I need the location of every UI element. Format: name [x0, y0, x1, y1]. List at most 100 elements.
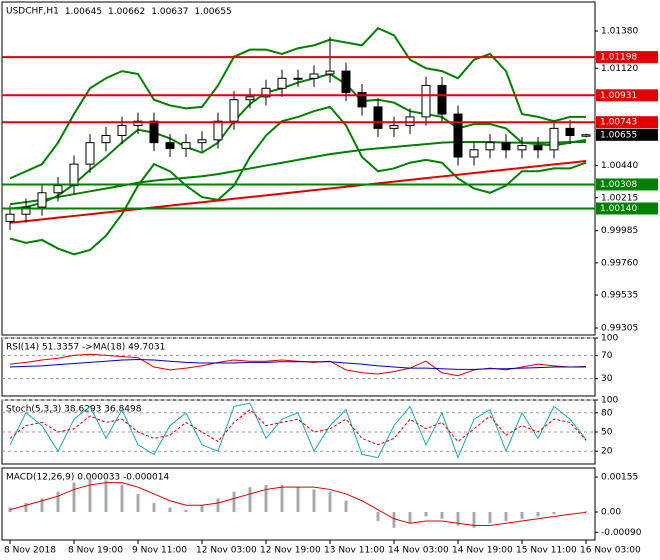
panel-title: MACD(12,26,9) 0.000033 -0.000014 — [6, 473, 169, 483]
level-label: 1.00140 — [600, 204, 637, 214]
histogram-bar — [280, 484, 284, 513]
histogram-bar — [296, 487, 300, 513]
histogram-bar — [56, 491, 60, 513]
histogram-bar — [136, 493, 140, 513]
candle-body — [469, 149, 479, 158]
level-label: 1.00308 — [600, 180, 637, 190]
histogram-bar — [424, 512, 428, 517]
histogram-bar — [392, 512, 396, 528]
candle-body — [453, 113, 463, 158]
candle-body — [517, 145, 527, 151]
candle-body — [501, 142, 511, 151]
y-tick-label: 1.01380 — [601, 27, 638, 37]
y-tick-label: 80 — [601, 408, 613, 418]
y-tick-label: 100 — [601, 334, 618, 344]
level-label-bg — [596, 202, 658, 215]
panel-title: USDCHF,H1 1.00645 1.00662 1.00637 1.00655 — [6, 7, 232, 17]
x-tick-label: 12 Nov 19:00 — [260, 546, 321, 556]
candle-body — [53, 185, 63, 194]
y-tick-label: -0.00090 — [601, 528, 642, 538]
histogram-bar — [376, 512, 380, 522]
y-tick-label: 100 — [601, 396, 618, 406]
candle-body — [85, 142, 95, 165]
histogram-bar — [72, 482, 76, 513]
level-label: 1.00931 — [600, 91, 637, 101]
candle-body — [485, 142, 495, 151]
histogram-bar — [120, 484, 124, 513]
histogram-bar — [504, 512, 508, 522]
histogram-bar — [344, 500, 348, 513]
candle-body — [101, 135, 111, 144]
histogram-bar — [168, 507, 172, 513]
candle-body — [117, 124, 127, 137]
header-value: 1.00645 — [65, 7, 102, 17]
y-tick-label: 0.00155 — [601, 473, 638, 483]
candle-body — [133, 120, 143, 126]
histogram-bar — [536, 512, 540, 517]
histogram-bar — [472, 512, 476, 528]
candle-body — [69, 163, 79, 187]
level-label-bg — [596, 51, 658, 64]
x-tick-label: 8 Nov 2018 — [4, 546, 56, 556]
x-tick-label: 8 Nov 19:00 — [68, 546, 123, 556]
candle-body — [325, 70, 335, 75]
candle-body — [5, 213, 15, 222]
histogram-bar — [264, 484, 268, 513]
y-tick-label: 30 — [601, 374, 613, 384]
candle-body — [197, 139, 207, 144]
candle-body — [389, 124, 399, 129]
histogram-bar — [216, 498, 220, 513]
candle-body — [549, 127, 559, 151]
candle-body — [37, 192, 47, 208]
y-tick-label: 0.00 — [601, 508, 621, 518]
y-tick-label: 1.00440 — [601, 161, 638, 171]
histogram-bar — [584, 511, 588, 513]
histogram-bar — [40, 498, 44, 513]
series-line — [9, 353, 587, 377]
x-tick-label: 12 Nov 03:00 — [196, 546, 257, 556]
level-label-bg — [596, 178, 658, 191]
candle-body — [565, 127, 575, 137]
level-label-bg — [596, 116, 658, 129]
overlay-line — [9, 105, 587, 256]
candle-body — [357, 92, 367, 108]
panel-title: Stoch(5,3,3) 38.6293 36.8498 — [6, 405, 142, 415]
x-tick-label: 9 Nov 11:00 — [132, 546, 187, 556]
last-price-bg — [596, 128, 658, 141]
histogram-bar — [328, 491, 332, 513]
overlay-line — [9, 26, 586, 180]
y-tick-label: 0.99535 — [601, 291, 638, 301]
y-tick-label: 0.99760 — [601, 258, 638, 268]
panel-title: RSI(14) 51.3357 ->MA(18) 49.7031 — [6, 343, 165, 353]
x-tick-label: 14 Nov 03:00 — [388, 546, 449, 556]
histogram-bar — [200, 505, 204, 513]
histogram-bar — [408, 512, 412, 524]
candle-body — [21, 206, 31, 215]
candle-body — [229, 99, 239, 122]
histogram-bar — [440, 512, 444, 519]
candle-body — [245, 96, 255, 101]
candle-body — [261, 87, 271, 98]
histogram-bar — [552, 512, 556, 515]
x-tick-label: 15 Nov 11:00 — [516, 546, 577, 556]
candle-body — [309, 73, 319, 79]
candle-body — [581, 134, 591, 137]
series-line — [9, 408, 587, 446]
histogram-bar — [232, 491, 236, 513]
histogram-bar — [152, 502, 156, 513]
histogram-bar — [104, 480, 108, 513]
x-tick-label: 14 Nov 19:00 — [452, 546, 513, 556]
y-tick-label: 1.01120 — [601, 64, 638, 74]
histogram-bar — [312, 489, 316, 513]
header-value: 1.00662 — [108, 7, 145, 17]
series-line — [9, 358, 586, 370]
histogram-bar — [456, 512, 460, 526]
x-tick-label: 16 Nov 03:00 — [580, 546, 641, 556]
y-tick-label: 20 — [601, 447, 613, 457]
candle-body — [533, 145, 543, 151]
histogram-bar — [88, 478, 92, 513]
candle-body — [165, 142, 175, 149]
candle-body — [181, 142, 191, 149]
candle-body — [341, 70, 351, 94]
